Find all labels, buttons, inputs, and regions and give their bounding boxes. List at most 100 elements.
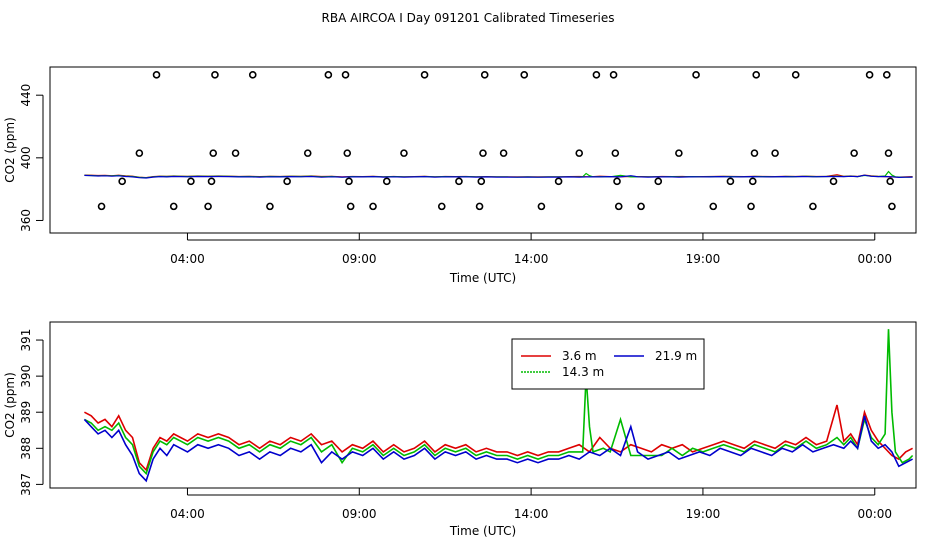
calibration-x-axis: 04:00 09:00 14:00 19:00 00:00 [170, 233, 892, 266]
calibration-point [850, 149, 858, 157]
timeseries-panel: 04:00 09:00 14:00 19:00 00:00 387 388 389 390 39… [3, 321, 917, 538]
series-line-14.3m [84, 329, 914, 476]
x-tick-label: 09:00 [342, 507, 377, 521]
calibration-point [248, 71, 257, 79]
calibration-point [750, 149, 759, 157]
calibration-point [266, 202, 274, 211]
y-tick-label: 390 [19, 365, 33, 388]
calibration-point [888, 202, 896, 211]
calibration-point [345, 177, 353, 186]
calibration-point [537, 202, 546, 211]
timeseries-y-label: CO2 (ppm) [3, 372, 17, 438]
calibration-point [303, 149, 312, 157]
calibration-point [726, 177, 735, 186]
calibration-point [341, 71, 350, 79]
y-tick-label: 389 [19, 401, 33, 424]
legend-label-3.6m: 3.6 m [562, 349, 597, 363]
x-tick-label: 19:00 [686, 507, 721, 521]
x-tick-label: 14:00 [514, 252, 549, 266]
calibration-point [575, 149, 584, 157]
calibration-point [675, 149, 683, 157]
legend: 3.6 m 14.3 m 21.9 m [511, 338, 705, 390]
series-line-21.9m [83, 415, 913, 483]
series-line-3.6m [84, 404, 913, 472]
legend-label-21.9m: 21.9 m [655, 349, 697, 363]
calibration-point [809, 202, 817, 211]
calibration-point [752, 71, 761, 79]
calibration-point [748, 177, 757, 186]
calibration-plot-frame [49, 66, 917, 234]
calibration-point [135, 149, 144, 157]
calibration-point [592, 71, 601, 79]
calibration-point [324, 71, 333, 79]
ambient-line-2 [84, 174, 913, 179]
calibration-point [637, 202, 645, 211]
calibration-point [654, 177, 663, 186]
x-tick-label: 04:00 [170, 252, 205, 266]
y-tick-label: 440 [19, 84, 33, 107]
calibration-x-label: Time (UTC) [449, 271, 516, 285]
calibration-point [520, 71, 529, 79]
calibration-panel: 04:00 09:00 14:00 19:00 00:00 360 400 440 Time… [3, 66, 917, 285]
calibration-point [420, 71, 429, 79]
calibration-point [886, 177, 895, 186]
timeseries-lines [83, 329, 914, 483]
legend-label-14.3m: 14.3 m [562, 365, 604, 379]
calibration-point [231, 149, 240, 157]
calibration-point [97, 202, 106, 211]
calibration-point [207, 177, 216, 186]
calibration-point [152, 71, 161, 79]
calibration-ambient-lines [84, 170, 913, 179]
calibration-point [477, 177, 486, 186]
timeseries-plot-frame [49, 321, 917, 489]
x-tick-label: 04:00 [170, 507, 205, 521]
calibration-point [169, 202, 178, 211]
calibration-point [437, 202, 446, 211]
calibration-point [865, 71, 874, 79]
timeseries-x-axis: 04:00 09:00 14:00 19:00 00:00 [170, 488, 892, 521]
figure-title: RBA AIRCOA I Day 091201 Calibrated Times… [322, 11, 615, 25]
calibration-point [791, 71, 800, 79]
calibration-point [709, 202, 718, 211]
x-tick-label: 00:00 [857, 252, 892, 266]
calibration-point [771, 149, 779, 157]
y-tick-label: 391 [19, 329, 33, 352]
calibration-point [479, 149, 487, 157]
calibration-point [211, 71, 219, 79]
calibration-point [283, 177, 291, 186]
calibration-point [400, 149, 408, 157]
y-tick-label: 360 [19, 209, 33, 232]
calibration-point [343, 149, 352, 157]
calibration-point [382, 177, 391, 186]
calibration-point [609, 71, 618, 79]
y-tick-label: 387 [19, 473, 33, 496]
calibration-point [884, 149, 893, 157]
calibration-point [455, 177, 463, 186]
calibration-point [118, 177, 126, 186]
x-tick-label: 09:00 [342, 252, 377, 266]
calibration-point [882, 71, 891, 79]
calibration-point [692, 71, 700, 79]
timeseries-x-label: Time (UTC) [449, 524, 516, 538]
y-tick-label: 400 [19, 146, 33, 169]
calibration-point [747, 202, 755, 211]
calibration-y-axis: 360 400 440 [19, 84, 44, 232]
x-tick-label: 14:00 [514, 507, 549, 521]
calibration-point [611, 149, 620, 157]
legend-box [511, 338, 705, 390]
calibration-point [480, 71, 489, 79]
calibration-point [554, 177, 563, 186]
calibration-point [475, 202, 484, 211]
calibration-points [97, 71, 896, 211]
calibration-point [499, 149, 508, 157]
calibration-point [204, 202, 212, 211]
calibration-point [209, 149, 218, 157]
calibration-y-label: CO2 (ppm) [3, 117, 17, 183]
calibration-point [614, 202, 623, 211]
calibration-point [187, 177, 195, 186]
y-tick-label: 388 [19, 437, 33, 460]
calibration-point [829, 177, 838, 186]
calibration-point [613, 177, 621, 186]
timeseries-y-axis: 387 388 389 390 391 [19, 329, 44, 496]
